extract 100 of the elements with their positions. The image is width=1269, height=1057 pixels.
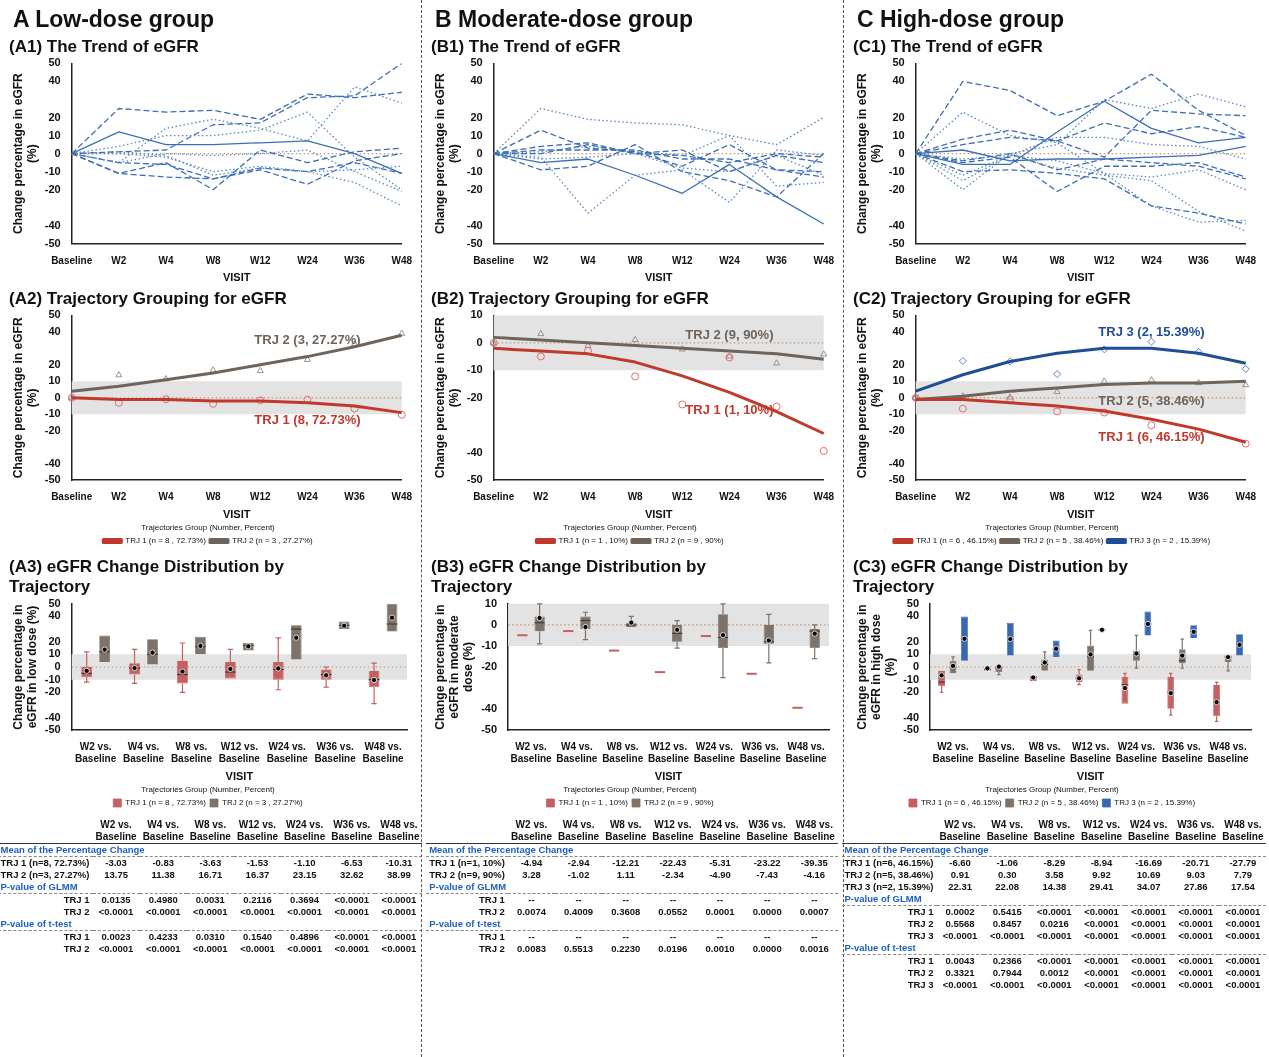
annotation: TRJ 2 (9, 90%) <box>685 326 774 342</box>
category-label: TRJ 2 (n=9, 90%) <box>429 869 505 880</box>
x-tick-label: W8 vs. Baseline <box>170 740 213 764</box>
category-label: W4 vs. Baseline <box>555 819 603 844</box>
y-tick-label: 0 <box>54 146 61 159</box>
x-axis-title: VISIT <box>644 271 673 284</box>
annotation: TRJ 2 (5, 38.46%) <box>1098 392 1205 408</box>
text: 0.0000 <box>752 943 782 954</box>
x-tick-label: W24 <box>719 490 741 502</box>
text: <0.0001 <box>1225 967 1261 978</box>
y-tick-label: -10 <box>44 407 61 420</box>
text: <0.0001 <box>942 930 978 941</box>
y-tick-label: -10 <box>466 363 483 376</box>
x-tick-label: Baseline <box>51 254 93 266</box>
y-tick-label: -40 <box>466 445 483 458</box>
category-label: Mean of the Percentage Change <box>429 844 574 855</box>
text: 0.5568 <box>945 918 975 929</box>
x-tick-label: W36 <box>1188 490 1210 502</box>
category-label: TRJ 1 <box>479 894 505 905</box>
text: <0.0001 <box>381 931 417 942</box>
text: 0.0012 <box>1039 967 1069 978</box>
text: <0.0001 <box>1178 918 1214 929</box>
category-label: TRJ 2 <box>479 943 505 954</box>
x-tick-label: W36 <box>344 254 366 266</box>
category-label: TRJ 1 <box>63 894 90 905</box>
legend-label: TRJ 2 (n = 3 , 27.27%) <box>222 798 304 808</box>
x-tick-label: W8 vs. Baseline <box>1024 740 1066 764</box>
y-tick-label: 20 <box>906 634 920 647</box>
text: 0.0552 <box>658 906 688 917</box>
x-tick-label: W4 <box>1002 490 1018 502</box>
text: 16.37 <box>245 869 270 880</box>
text: -2.34 <box>662 869 684 880</box>
y-axis-title: Change percentage in eGFR in moderate dose (%) <box>432 604 476 730</box>
x-tick-label: W2 vs. Baseline <box>510 740 553 764</box>
text: 0.91 <box>950 869 970 880</box>
legend-label: TRJ 2 (n = 9 , 90%) <box>644 798 714 808</box>
x-tick-label: W2 <box>955 254 971 266</box>
y-tick-label: -10 <box>888 407 905 420</box>
text: -23.22 <box>753 857 781 868</box>
y-tick-label: -40 <box>466 218 483 231</box>
text: <0.0001 <box>1084 918 1119 929</box>
text: <0.0001 <box>1037 930 1072 941</box>
text: 10.69 <box>1136 869 1161 880</box>
text: 0.0000 <box>752 906 782 917</box>
x-tick-label: W12 vs. Baseline <box>1069 740 1112 764</box>
category-label: P-value of GLMM <box>844 893 922 904</box>
text: -5.31 <box>709 857 731 868</box>
text: <0.0001 <box>1037 906 1072 917</box>
text: 0.2116 <box>243 894 272 905</box>
x-tick-label: W24 vs. Baseline <box>693 740 736 764</box>
text: 0.0031 <box>195 894 225 905</box>
x-axis-title: VISIT <box>1066 271 1095 284</box>
y-tick-label: 10 <box>470 128 483 141</box>
text: <0.0001 <box>334 894 370 905</box>
legend-title: Trajectories Group (Number, Percent) <box>141 784 276 794</box>
text: 3.58 <box>1045 869 1064 880</box>
x-tick-label: Baseline <box>51 490 93 502</box>
x-tick-label: W4 <box>580 490 596 502</box>
x-tick-label: W8 vs. Baseline <box>602 740 644 764</box>
text: -- <box>622 931 629 942</box>
text: 0.2366 <box>992 955 1022 966</box>
y-tick-label: 40 <box>48 74 61 87</box>
text: 0.3608 <box>611 906 641 917</box>
chart-title: (C3) eGFR Change Distribution by Trajectory <box>853 556 1129 597</box>
text: 0.4980 <box>148 894 178 905</box>
y-tick-label: 10 <box>484 596 498 609</box>
text: <0.0001 <box>381 894 417 905</box>
text: <0.0001 <box>942 979 978 990</box>
text: <0.0001 <box>1225 918 1261 929</box>
category-label: P-value of GLMM <box>0 881 78 892</box>
x-axis-title: VISIT <box>222 271 251 284</box>
y-tick-label: 10 <box>470 308 483 321</box>
x-tick-label: W36 vs. Baseline <box>739 740 782 764</box>
x-axis-title: VISIT <box>654 769 683 782</box>
text: <0.0001 <box>1178 979 1214 990</box>
text: -- <box>811 894 818 905</box>
category-label: W8 vs. Baseline <box>186 819 234 844</box>
text: <0.0001 <box>334 931 370 942</box>
text: 7.79 <box>1233 869 1253 880</box>
y-axis-title: Change percentage in eGFR (%) <box>854 317 883 479</box>
text: 0.3694 <box>290 894 320 905</box>
category-label: TRJ 1 <box>63 931 90 942</box>
text: -8.29 <box>1043 857 1066 868</box>
y-tick-label: 50 <box>48 56 61 69</box>
text: <0.0001 <box>240 943 275 954</box>
legend-title: Trajectories Group (Number, Percent) <box>985 784 1120 794</box>
chart-title: (C2) Trajectory Grouping for eGFR <box>853 288 1131 308</box>
y-tick-label: 0 <box>490 617 498 630</box>
text: -- <box>716 894 724 905</box>
y-tick-label: 40 <box>48 609 61 622</box>
category-label: W36 vs. Baseline <box>743 819 791 844</box>
text: 0.4009 <box>564 906 594 917</box>
category-label: W8 vs. Baseline <box>1030 819 1078 844</box>
text: <0.0001 <box>1131 918 1166 929</box>
text: 0.7944 <box>992 967 1022 978</box>
text: -12.21 <box>612 857 640 868</box>
y-tick-label: 10 <box>48 374 61 387</box>
x-tick-label: W24 <box>297 490 319 502</box>
text: <0.0001 <box>1178 955 1214 966</box>
text: 0.4233 <box>148 931 178 942</box>
